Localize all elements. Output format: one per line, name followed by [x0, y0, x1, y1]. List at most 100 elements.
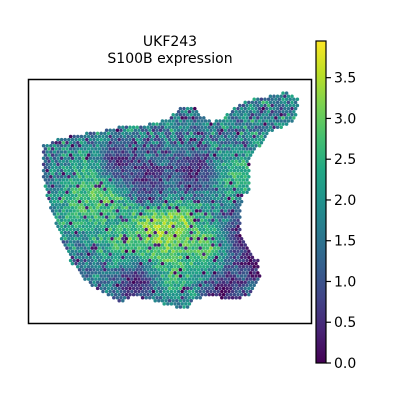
tissue-spot: [146, 268, 150, 272]
tissue-spot: [221, 181, 226, 185]
tissue-spot: [81, 261, 85, 266]
tissue-spot: [191, 147, 195, 151]
tissue-spot: [81, 137, 85, 142]
tissue-spot: [121, 162, 125, 167]
tissue-spot: [104, 258, 109, 263]
tissue-spot: [90, 277, 94, 281]
tissue-spot: [234, 165, 238, 170]
tissue-spot: [218, 181, 222, 185]
tissue-spot: [135, 156, 139, 160]
tissue-spot: [187, 246, 192, 250]
tissue-spot: [146, 286, 150, 291]
tissue-spot: [54, 178, 58, 182]
tissue-spot: [173, 209, 177, 213]
tissue-spot: [157, 150, 161, 154]
tissue-spot: [115, 258, 120, 263]
tissue-spot: [63, 175, 67, 179]
tissue-spot: [196, 187, 201, 191]
tissue-spot: [110, 249, 114, 253]
tissue-spot: [88, 144, 93, 148]
tissue-spot: [56, 137, 60, 142]
tissue-spot: [77, 187, 82, 191]
tissue-spot: [227, 289, 231, 294]
tissue-spot: [119, 190, 123, 195]
tissue-spot: [185, 144, 190, 148]
tissue-spot: [110, 224, 114, 229]
tissue-spot: [144, 277, 148, 281]
tissue-spot: [180, 240, 184, 244]
tissue-spot: [207, 206, 211, 210]
tissue-spot: [164, 286, 168, 291]
tissue-spot: [112, 252, 116, 257]
tissue-spot: [180, 116, 184, 120]
tissue-spot: [155, 209, 159, 213]
tissue-spot: [241, 277, 246, 281]
tissue-spot: [97, 171, 102, 176]
tissue-spot: [167, 187, 172, 191]
tissue-spot: [205, 153, 210, 157]
tissue-spot: [74, 237, 78, 241]
tissue-spot: [198, 116, 202, 120]
tissue-spot: [153, 168, 157, 173]
tissue-spot: [232, 237, 237, 241]
tissue-spot: [112, 221, 116, 226]
tissue-spot: [151, 178, 156, 182]
tissue-spot: [90, 196, 94, 201]
tissue-spot: [95, 175, 100, 179]
tissue-spot: [121, 193, 125, 198]
tissue-spot: [238, 246, 242, 250]
tissue-spot: [122, 233, 127, 238]
tissue-spot: [124, 249, 129, 253]
tissue-spot: [160, 162, 165, 167]
tissue-spot: [85, 268, 89, 272]
tissue-spot: [221, 280, 226, 284]
tissue-spot: [176, 122, 181, 126]
tissue-spot: [140, 215, 145, 219]
tissue-spot: [52, 212, 57, 216]
tissue-spot: [194, 190, 199, 195]
tissue-spot: [144, 165, 148, 170]
tissue-spot: [189, 187, 193, 191]
tissue-spot: [182, 119, 186, 123]
tissue-spot: [79, 134, 84, 139]
tissue-spot: [164, 206, 168, 210]
tissue-spot: [218, 292, 222, 297]
tissue-spot: [124, 150, 129, 154]
tissue-spot: [238, 147, 242, 151]
tissue-spot: [191, 178, 195, 182]
tissue-spot: [200, 187, 204, 191]
tissue-spot: [85, 144, 89, 148]
chart-subtitle: S100B expression: [107, 51, 232, 67]
tissue-spot: [110, 193, 114, 198]
tissue-spot: [198, 122, 202, 126]
tissue-spot: [128, 168, 132, 173]
tissue-spot: [122, 153, 127, 157]
tissue-spot: [135, 168, 139, 173]
tissue-spot: [68, 221, 73, 226]
tissue-spot: [229, 162, 233, 167]
tissue-spot: [266, 103, 271, 108]
tissue-spot: [83, 209, 87, 213]
tissue-spot: [250, 100, 255, 105]
tissue-spot: [157, 175, 161, 179]
tissue-spot: [256, 103, 260, 108]
tissue-spot: [196, 249, 201, 253]
tissue-spot: [47, 190, 51, 195]
tissue-spot: [83, 215, 87, 219]
tissue-spot: [193, 237, 197, 241]
tissue-spot: [117, 212, 121, 216]
tissue-spot: [101, 215, 105, 219]
tissue-spot: [178, 218, 183, 222]
tissue-spot: [178, 212, 183, 216]
tissue-spot: [169, 184, 174, 188]
tissue-spot: [128, 137, 132, 142]
tissue-spot: [155, 184, 159, 188]
tissue-spot: [189, 268, 193, 272]
tissue-spot: [88, 206, 93, 210]
tissue-spot: [230, 122, 235, 126]
tissue-spot: [140, 153, 145, 157]
tissue-spot: [243, 137, 247, 142]
tissue-spot: [128, 150, 132, 154]
tissue-spot: [169, 289, 174, 294]
tissue-spot: [86, 277, 91, 281]
